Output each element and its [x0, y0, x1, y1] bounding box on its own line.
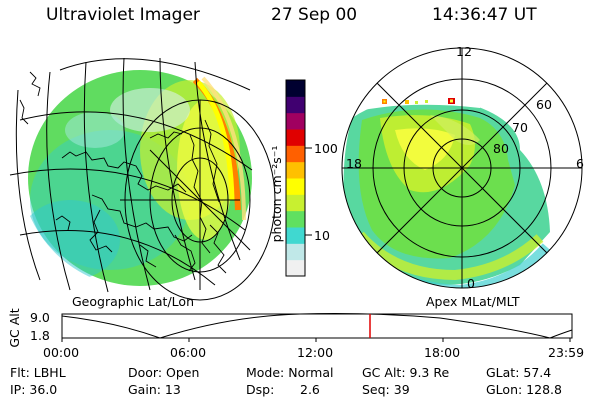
colorbar-swatch [286, 227, 305, 244]
date-label: 27 Sep 00 [271, 5, 358, 25]
altitude-xtick-0600: 06:00 [170, 345, 207, 360]
colorbar-tick-10: 10 [314, 228, 330, 243]
altitude-xtick-0000: 00:00 [43, 345, 80, 360]
mlt-label-12: 12 [456, 44, 472, 59]
altitude-curve [61, 313, 573, 339]
coastlines [19, 71, 227, 274]
altitude-x-ticks [61, 338, 571, 342]
colorbar-swatch [286, 243, 305, 261]
altitude-ytick-low: 1.8 [30, 328, 50, 343]
geographic-globe [9, 57, 276, 301]
mlt-label-6: 6 [576, 156, 584, 171]
colorbar-swatch [286, 178, 305, 195]
altitude-ytick-high: 9.0 [30, 310, 50, 325]
geographic-grid [9, 57, 276, 301]
altitude-xtick-2359: 23:59 [548, 345, 585, 360]
magnetic-caption: Apex MLat/MLT [426, 294, 520, 309]
time-label: 14:36:47 UT [432, 5, 537, 25]
polar-grid [341, 47, 583, 289]
mlat-label-70: 70 [512, 120, 528, 135]
info-gc-alt: GC Alt: 9.3 Re [362, 365, 450, 380]
info-door: Door: Open [128, 365, 200, 380]
info-flt: Flt: LBHL [10, 365, 66, 380]
colorbar-swatch [286, 194, 305, 212]
colorbar-swatch [286, 259, 305, 277]
colorbar-swatch [286, 210, 305, 228]
magnetic-polar-plot [341, 47, 583, 289]
colorbar-swatch [286, 96, 305, 114]
mlat-label-80: 80 [493, 141, 509, 156]
colorbar-swatch [286, 145, 305, 163]
colorbar [285, 79, 312, 277]
mlt-label-0: 0 [467, 276, 475, 291]
colorbar-swatch [286, 161, 305, 179]
colorbar-tick-100: 100 [314, 141, 338, 156]
info-dsp-label: Dsp: [246, 382, 275, 397]
mlt-label-18: 18 [346, 156, 362, 171]
colorbar-swatch [286, 112, 305, 130]
altitude-xtick-1800: 18:00 [424, 345, 461, 360]
info-gain: Gain: 13 [128, 382, 181, 397]
altitude-plot-frame [61, 313, 573, 339]
mlat-label-60: 60 [536, 97, 552, 112]
altitude-plot [61, 313, 573, 342]
colorbar-unit-label: photon cm⁻²s⁻¹ [269, 145, 284, 243]
altitude-xtick-1200: 12:00 [297, 345, 334, 360]
info-mode: Mode: Normal [246, 365, 334, 380]
instrument-title: Ultraviolet Imager [46, 5, 200, 25]
info-glat: GLat: 57.4 [486, 365, 552, 380]
altitude-ylabel: GC Alt [7, 308, 22, 348]
info-seq: Seq: 39 [362, 382, 410, 397]
info-ip: IP: 36.0 [10, 382, 58, 397]
info-glon: GLon: 128.8 [486, 382, 562, 397]
geographic-caption: Geographic Lat/Lon [72, 294, 194, 309]
info-dsp-value: 2.6 [300, 382, 320, 397]
colorbar-swatch [286, 80, 305, 97]
colorbar-swatch [286, 129, 305, 146]
